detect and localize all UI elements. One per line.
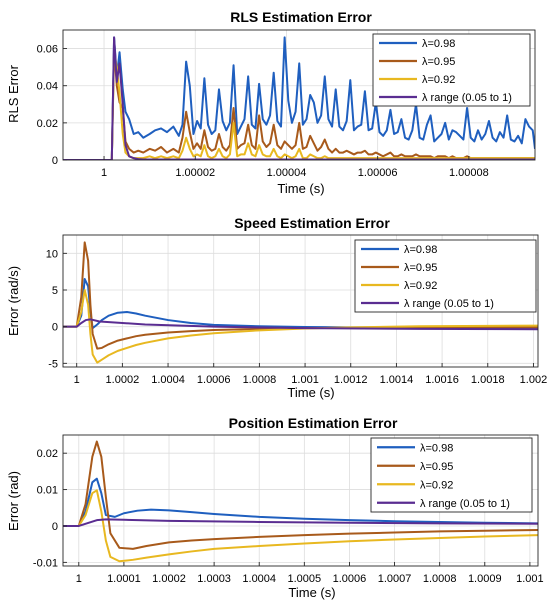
x-tick-label: 1.00006	[358, 167, 398, 179]
chart-title: RLS Estimation Error	[230, 9, 372, 25]
series-line-0	[63, 36, 535, 160]
legend: λ=0.98 λ=0.95 λ=0.92 λ range (0.05 to 1)	[372, 33, 531, 107]
x-tick-label: 1.0007	[378, 573, 412, 585]
plot-area: 1 1.0002 1.0004 1.0006 1.0008 1.001 1.0012 1.00…	[46, 234, 548, 386]
y-tick-label: 0.04	[37, 81, 58, 93]
x-tick-label: 1.00008	[449, 167, 489, 179]
x-tick-label: 1.0004	[151, 374, 185, 386]
series-line-2	[63, 489, 538, 563]
x-tick-label: 1.0006	[197, 374, 231, 386]
y-tick-label: 0	[52, 155, 58, 167]
series-line-3	[63, 36, 535, 160]
series-line-0	[63, 477, 538, 527]
legend-box	[372, 33, 531, 107]
x-tick-label: 1.00004	[267, 167, 307, 179]
y-tick-label: 10	[46, 248, 58, 260]
x-tick-label: 1	[101, 167, 107, 179]
legend-entry: λ=0.92	[404, 280, 437, 292]
x-tick-label: 1.0001	[107, 573, 141, 585]
x-axis-label: Time (s)	[288, 585, 335, 600]
y-tick-label: 0.02	[37, 118, 58, 130]
x-tick-label: 1.0004	[242, 573, 276, 585]
chart-title: Speed Estimation Error	[234, 215, 390, 231]
y-tick-label: 0.01	[37, 485, 58, 497]
x-tick-label: 1.0006	[333, 573, 367, 585]
y-tick-label: -5	[48, 358, 58, 370]
x-tick-label: 1.001	[291, 374, 319, 386]
plot-area: 1 1.0001 1.0002 1.0003 1.0004 1.0005 1.0006 1.0…	[33, 434, 544, 585]
legend-entry: λ=0.95	[422, 56, 455, 68]
x-tick-label: 1	[76, 573, 82, 585]
legend-entry: λ range (0.05 to 1)	[422, 92, 512, 104]
series-line-2	[63, 51, 535, 160]
x-tick-label: 1.00002	[175, 167, 215, 179]
x-tick-label: 1.0003	[197, 573, 231, 585]
series-line-1	[63, 440, 538, 550]
legend-box	[370, 437, 533, 513]
axes-frame	[62, 29, 536, 161]
legend-entry: λ=0.98	[420, 442, 453, 454]
series-group	[63, 36, 535, 160]
x-tick-label: 1.0009	[468, 573, 502, 585]
legend-entry: λ range (0.05 to 1)	[420, 498, 510, 510]
x-tick-label: 1.0002	[152, 573, 186, 585]
x-tick-label: 1.0016	[425, 374, 459, 386]
y-axis-label: RLS Error	[6, 64, 21, 122]
x-tick-label: 1.0008	[423, 573, 457, 585]
x-tick-label: 1.0018	[471, 374, 505, 386]
y-tick-label: 0.02	[37, 448, 58, 460]
series-group	[63, 241, 538, 364]
x-axis-label: Time (s)	[277, 181, 324, 196]
legend-box	[354, 239, 537, 313]
y-tick-label: 0	[52, 322, 58, 334]
x-tick-label: 1.001	[516, 573, 544, 585]
chart-panel-speed: Speed Estimation Error Error (rad/s) Tim…	[6, 215, 547, 400]
legend-entry: λ range (0.05 to 1)	[404, 298, 494, 310]
y-tick-label: 0.06	[37, 44, 58, 56]
x-tick-label: 1.002	[520, 374, 548, 386]
legend-entry: λ=0.95	[420, 461, 453, 473]
axes-frame	[62, 434, 539, 567]
y-axis-label: Error (rad/s)	[6, 266, 21, 336]
y-axis-label: Error (rad)	[6, 471, 21, 531]
legend-entry: λ=0.98	[404, 244, 437, 256]
chart-panel-rls: RLS Estimation Error RLS Error Time (s) …	[6, 9, 536, 196]
series-line-1	[63, 47, 535, 160]
legend-entry: λ=0.95	[404, 262, 437, 274]
y-tick-label: 0	[52, 521, 58, 533]
legend-entry: λ=0.92	[420, 479, 453, 491]
plot-area: 1 1.00002 1.00004 1.00006 1.00008 0 0.02 0.04 0.…	[37, 29, 536, 179]
series-group	[63, 440, 538, 563]
x-tick-label: 1.0012	[334, 374, 368, 386]
chart-title: Position Estimation Error	[229, 415, 398, 431]
legend-entry: λ=0.98	[422, 38, 455, 50]
series-line-3	[63, 518, 538, 527]
x-tick-label: 1.0008	[243, 374, 277, 386]
axes-frame	[62, 234, 539, 368]
series-line-3	[63, 318, 538, 331]
legend: λ=0.98 λ=0.95 λ=0.92 λ range (0.05 to 1)	[370, 437, 533, 513]
x-tick-label: 1.0014	[380, 374, 414, 386]
y-tick-label: -0.01	[33, 557, 58, 569]
x-tick-label: 1	[74, 374, 80, 386]
x-axis-label: Time (s)	[287, 385, 334, 400]
legend: λ=0.98 λ=0.95 λ=0.92 λ range (0.05 to 1)	[354, 239, 537, 313]
legend-entry: λ=0.92	[422, 74, 455, 86]
x-tick-label: 1.0002	[106, 374, 140, 386]
y-tick-label: 5	[52, 285, 58, 297]
chart-panel-position: Position Estimation Error Error (rad) Ti…	[6, 415, 544, 600]
x-tick-label: 1.0005	[288, 573, 322, 585]
